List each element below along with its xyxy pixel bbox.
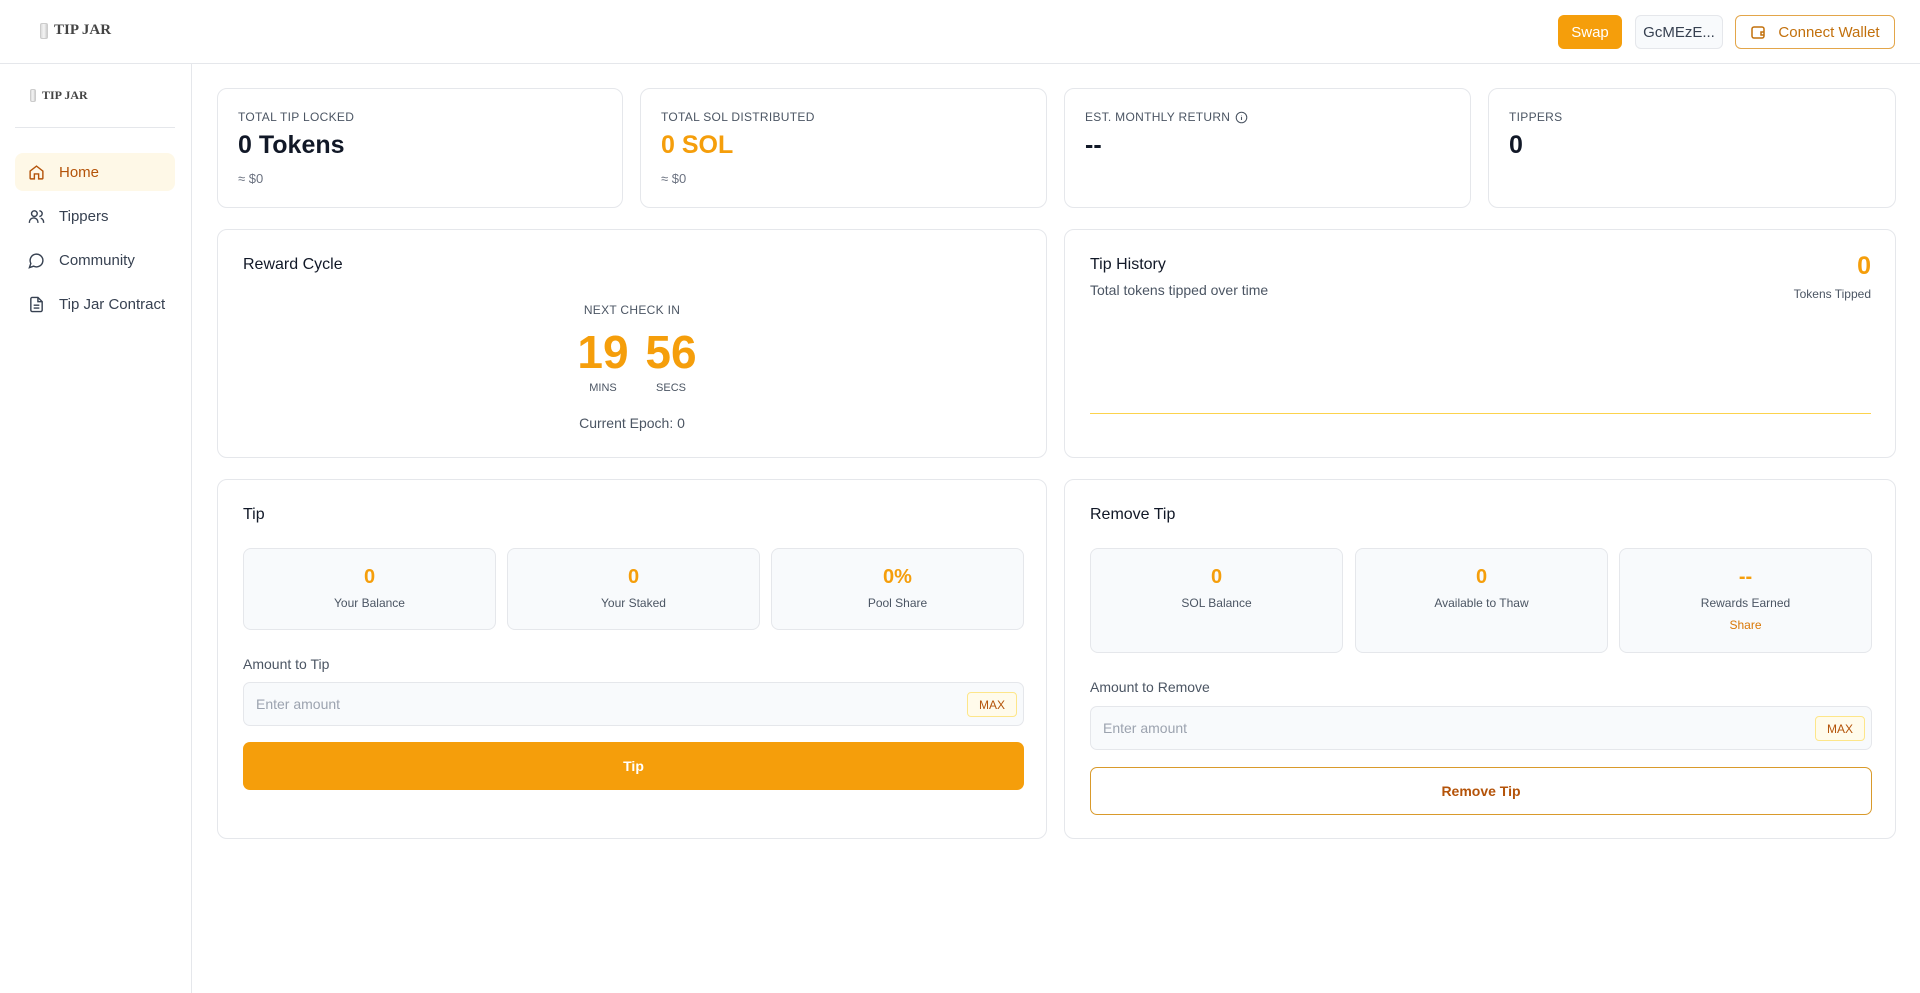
share-link[interactable]: Share: [1729, 618, 1762, 632]
stat-value: 0: [627, 566, 640, 588]
max-button[interactable]: MAX: [1814, 716, 1865, 741]
stat-label: TIPPERS: [1509, 110, 1563, 124]
brand-name: TIP JAR: [54, 22, 112, 38]
rewards-earned-stat: -- Rewards Earned Share: [1619, 548, 1872, 653]
sidebar-item-tip-jar-contract[interactable]: Tip Jar Contract: [15, 285, 175, 323]
stat-label: Available to Thaw: [1434, 596, 1529, 610]
next-check-label: NEXT CHECK IN: [583, 303, 681, 317]
tip-history-card: Tip History Total tokens tipped over tim…: [1064, 229, 1896, 458]
stat-label: TOTAL TIP LOCKED: [238, 110, 355, 124]
seconds-label: SECS: [656, 382, 686, 394]
card-title: Tip History: [1090, 256, 1166, 273]
home-icon: [29, 164, 44, 180]
reward-cycle-card: Reward Cycle NEXT CHECK IN 19 MINS 56 SE…: [217, 229, 1047, 458]
sidebar-logo: TIP JAR: [30, 88, 88, 103]
available-to-thaw-stat: 0 Available to Thaw: [1355, 548, 1608, 653]
sidebar-item-label: Tippers: [59, 207, 109, 225]
stat-card-est-monthly-return: EST. MONTHLY RETURN --: [1064, 88, 1471, 208]
top-header: TIP JAR Swap GcMEzE... Connect Wallet: [0, 0, 1920, 64]
wallet-icon: [1751, 26, 1766, 39]
stat-value: 0 Tokens: [238, 131, 345, 159]
card-title: Remove Tip: [1090, 506, 1176, 523]
minutes-counter: 19 MINS: [568, 326, 638, 394]
stat-card-tippers: TIPPERS 0: [1488, 88, 1896, 208]
stat-label-row: EST. MONTHLY RETURN: [1085, 110, 1248, 124]
stat-label: Pool Share: [867, 596, 928, 610]
stat-label: EST. MONTHLY RETURN: [1085, 110, 1231, 124]
your-balance-stat: 0 Your Balance: [243, 548, 496, 630]
current-epoch: Current Epoch: 0: [579, 415, 685, 431]
stat-sub: ≈ $0: [661, 171, 687, 186]
tip-amount-input[interactable]: Enter amount MAX: [243, 682, 1024, 726]
stat-value: 0 SOL: [661, 131, 734, 159]
jar-icon: [30, 89, 36, 102]
pool-share-stat: 0% Pool Share: [771, 548, 1024, 630]
amount-label: Amount to Remove: [1090, 679, 1210, 695]
minutes-value: 19: [577, 326, 629, 378]
stat-sub: ≈ $0: [238, 171, 264, 186]
token-address-button[interactable]: GcMEzE...: [1635, 15, 1723, 49]
tip-card: Tip 0 Your Balance 0 Your Staked 0% Pool Sh…: [217, 479, 1047, 839]
stat-label: Your Staked: [601, 596, 666, 610]
document-icon: [30, 296, 43, 312]
card-title: Reward Cycle: [243, 256, 343, 273]
remove-amount-input[interactable]: Enter amount MAX: [1090, 706, 1872, 750]
stat-value: 0: [1210, 566, 1223, 588]
stat-card-total-sol-distributed: TOTAL SOL DISTRIBUTED 0 SOL ≈ $0: [640, 88, 1047, 208]
connect-wallet-button[interactable]: Connect Wallet: [1735, 15, 1895, 49]
remove-tip-card: Remove Tip 0 SOL Balance 0 Available to Th…: [1064, 479, 1896, 839]
minutes-label: MINS: [589, 382, 617, 394]
sidebar-item-community[interactable]: Community: [15, 241, 175, 279]
sidebar-item-label: Tip Jar Contract: [59, 295, 166, 313]
brand-logo[interactable]: TIP JAR: [40, 22, 111, 39]
chat-icon: [28, 252, 44, 269]
sidebar-item-label: Home: [59, 163, 100, 181]
swap-button[interactable]: Swap: [1558, 15, 1622, 49]
users-icon: [28, 209, 45, 223]
remove-tip-button[interactable]: Remove Tip: [1090, 767, 1872, 815]
stat-value: 0%: [883, 566, 912, 588]
brand-name: TIP JAR: [42, 88, 88, 102]
jar-icon: [40, 22, 48, 39]
input-placeholder: Enter amount: [256, 696, 341, 712]
stat-label: Rewards Earned: [1700, 596, 1791, 610]
max-button[interactable]: MAX: [966, 692, 1017, 717]
sidebar-item-label: Community: [59, 251, 135, 269]
input-placeholder: Enter amount: [1103, 720, 1188, 736]
chart-baseline: [1090, 413, 1871, 414]
stat-label: Your Balance: [334, 596, 405, 610]
stat-label: SOL Balance: [1181, 596, 1252, 610]
sidebar-item-home[interactable]: Home: [15, 153, 175, 191]
connect-wallet-label: Connect Wallet: [1778, 23, 1880, 41]
stat-value: 0: [363, 566, 376, 588]
sidebar-item-tippers[interactable]: Tippers: [15, 197, 175, 235]
stat-label: TOTAL SOL DISTRIBUTED: [661, 110, 815, 124]
tokens-tipped-label: Tokens Tipped: [1793, 287, 1871, 301]
tokens-tipped-value: 0: [1857, 252, 1871, 280]
sol-balance-stat: 0 SOL Balance: [1090, 548, 1343, 653]
card-subtitle: Total tokens tipped over time: [1090, 282, 1269, 298]
divider: [15, 127, 175, 128]
amount-label: Amount to Tip: [243, 656, 330, 672]
stat-value: 0: [1509, 131, 1523, 159]
info-icon[interactable]: [1235, 111, 1248, 124]
seconds-value: 56: [645, 326, 697, 378]
stat-value: 0: [1475, 566, 1488, 588]
tip-button[interactable]: Tip: [243, 742, 1024, 790]
your-staked-stat: 0 Your Staked: [507, 548, 760, 630]
stat-value: --: [1738, 566, 1753, 588]
stat-value: --: [1085, 131, 1102, 159]
card-title: Tip: [243, 506, 265, 523]
stat-card-total-tip-locked: TOTAL TIP LOCKED 0 Tokens ≈ $0: [217, 88, 623, 208]
sidebar: TIP JAR Home Tippers Community Tip Jar C…: [0, 64, 192, 993]
seconds-counter: 56 SECS: [636, 326, 706, 394]
